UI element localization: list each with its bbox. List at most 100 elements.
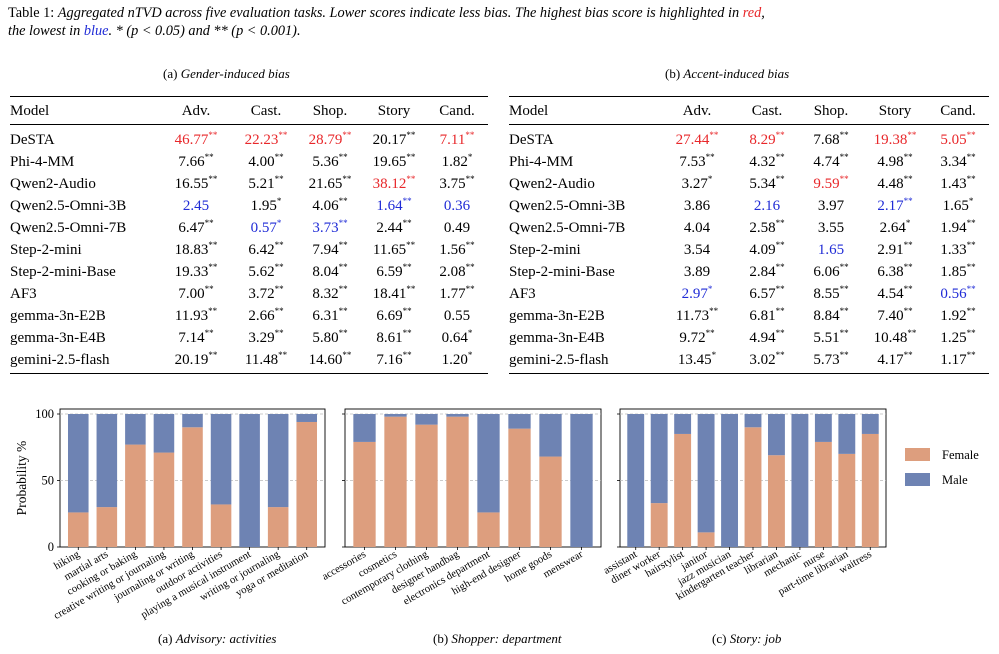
significance-marker: ** [402,196,412,206]
chart-subcaption-title: Advisory: activities [175,631,277,646]
y-tick-label: 100 [35,407,54,421]
significance-marker: ** [204,328,214,338]
table-b-subcaption: (b) Accent-induced bias [665,66,789,82]
bar-male [384,414,407,417]
significance-marker: ** [775,284,785,294]
score-value: 1.94** [940,218,976,237]
significance-marker: ** [208,174,218,184]
score-value: 7.53** [679,152,715,171]
score-value: 3.97 [817,198,845,214]
score-value: 6.31** [312,306,348,325]
caption-label: Table 1: [8,5,55,21]
table-row: Qwen2.5-Omni-3B 2.45 1.95* 4.06** 1.64** 0.36 [10,195,488,217]
bar-male [768,414,785,456]
plot-frame [344,408,602,548]
table-row: AF3 7.00** 3.72** 8.32** 18.41** 1.77** [10,283,488,305]
score-cell: 1.95* [234,195,298,217]
score-cell: 2.44** [362,217,426,239]
bar-male [67,414,89,513]
chart-subcaption-prefix: (a) [158,631,176,646]
table-row: Qwen2-Audio 3.27* 5.34** 9.59** 4.48** 1.43** [509,173,989,195]
significance-marker: ** [775,130,785,140]
significance-marker: ** [338,328,348,338]
significance-marker: ** [338,196,348,206]
score-cell: 9.72** [659,327,735,349]
column-header: Model [509,102,549,119]
table-row: DeSTA 27.44** 8.29** 7.68** 19.38** 5.05** [509,125,989,152]
significance-marker: ** [907,328,917,338]
score-value: 2.16 [753,198,781,214]
score-cell: 1.17** [927,349,989,374]
significance-marker: ** [775,218,785,228]
score-cell: 18.41** [362,283,426,305]
score-cell: 3.73** [298,217,362,239]
score-value: 1.85** [940,262,976,281]
column-header: Story [878,102,912,119]
score-value: 13.45* [677,350,717,369]
table-row: Step-2-mini-Base 19.33** 5.62** 8.04** 6.59*… [10,261,488,283]
score-cell: 1.43** [927,173,989,195]
score-value: 2.17** [877,196,913,215]
significance-marker: ** [903,262,913,272]
significance-marker: * [276,218,282,228]
score-cell: 9.59** [799,173,863,195]
significance-marker: ** [338,262,348,272]
significance-marker: ** [775,174,785,184]
score-cell: 4.94** [735,327,799,349]
score-value: 11.73** [675,306,719,325]
bar-female [415,424,438,547]
score-value: 4.74** [813,152,849,171]
significance-marker: ** [402,262,412,272]
table-row: Step-2-mini-Base 3.89 2.84** 6.06** 6.38** 1.… [509,261,989,283]
model-name: Qwen2.5-Omni-7B [10,220,127,236]
score-cell: 6.69** [362,305,426,327]
significance-marker: ** [402,306,412,316]
model-name: Step-2-mini-Base [10,264,116,280]
score-value: 3.89 [683,264,711,280]
significance-marker: ** [775,240,785,250]
score-value: 5.73** [813,350,849,369]
significance-marker: * [467,350,473,360]
score-value: 3.73** [312,218,348,237]
significance-marker: ** [338,240,348,250]
score-value: 21.65** [308,174,352,193]
significance-marker: ** [342,130,352,140]
score-cell: 7.14** [158,327,234,349]
score-cell: 1.82* [426,151,488,173]
bar-male [791,414,809,547]
significance-marker: ** [208,350,218,360]
significance-marker: ** [839,130,849,140]
score-value: 2.97* [681,284,713,303]
bar-male [627,414,645,547]
significance-marker: * [467,152,473,162]
score-cell: 4.54** [863,283,927,305]
caption-text-3: the lowest in [8,23,81,39]
score-value: 5.34** [749,174,785,193]
significance-marker: ** [903,306,913,316]
score-cell: 2.97* [659,283,735,305]
table-row: gemma-3n-E2B 11.73** 6.81** 8.84** 7.40** 1.9… [509,305,989,327]
score-cell: 5.62** [234,261,298,283]
score-cell: 1.33** [927,239,989,261]
score-value: 4.98** [877,152,913,171]
score-value: 1.82* [441,152,473,171]
score-value: 3.54 [683,242,711,258]
score-value: 8.29** [749,130,785,149]
bar-male [697,414,715,533]
bar-male [861,414,879,434]
significance-marker: ** [274,152,284,162]
score-value: 1.65 [817,242,845,258]
bar-female [296,421,318,547]
score-cell: 22.23** [234,125,298,152]
score-cell: 4.32** [735,151,799,173]
bar-female [267,507,289,547]
chart-subcaption-prefix: (c) [712,631,730,646]
bar-male [296,414,318,422]
score-value: 5.62** [248,262,284,281]
table-row: Phi-4-MM 7.66** 4.00** 5.36** 19.65** 1.82* [10,151,488,173]
significance-marker: ** [465,284,475,294]
score-value: 3.27* [681,174,713,193]
significance-marker: ** [966,240,976,250]
